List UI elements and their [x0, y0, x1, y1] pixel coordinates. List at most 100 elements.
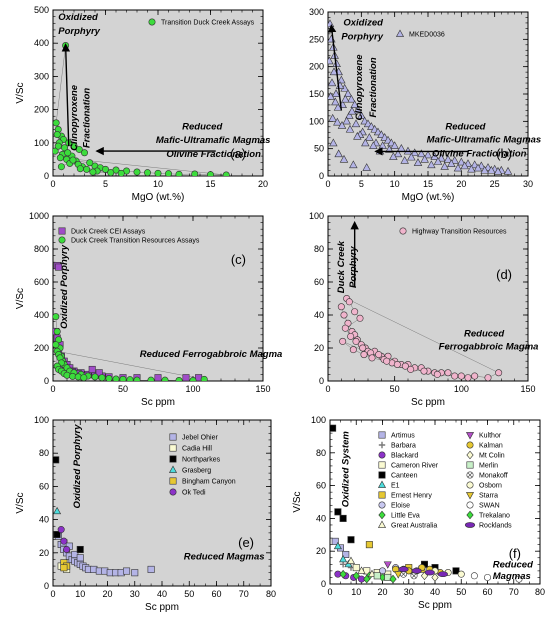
- mked0036-point: [328, 113, 337, 122]
- duck-creek-transition-resources-assays-point: [91, 373, 99, 381]
- plot-frame: [52, 419, 272, 587]
- x-tick-label: 30: [523, 179, 533, 189]
- y-axis-label: V/Sc: [292, 491, 303, 512]
- legend-label: E1: [391, 483, 400, 490]
- mked0036-point: [337, 75, 346, 84]
- mked0036-point: [328, 92, 335, 100]
- legend-label: Cameron River: [391, 463, 439, 470]
- canteen-point: [339, 514, 347, 522]
- y-tick-label: 200: [309, 62, 324, 72]
- mked0036-point: [467, 164, 476, 173]
- canteen-point: [347, 536, 355, 544]
- legend-marker: [466, 461, 474, 469]
- mked0036-point: [329, 67, 339, 76]
- transition-duck-creek-assays-point: [53, 147, 59, 155]
- jebel-ohier-point: [131, 569, 139, 577]
- panel-label: (c): [231, 252, 246, 267]
- mked0036-point: [334, 149, 343, 158]
- y-tick-label: 200: [34, 343, 49, 353]
- mked0036-point: [400, 155, 409, 164]
- highway-transition-resources-point: [401, 362, 409, 370]
- transition-duck-creek-assays-point: [81, 149, 89, 157]
- x-tick-label: 50: [390, 384, 400, 394]
- highway-transition-resources-point: [359, 344, 367, 352]
- annotation-text: Magmas: [493, 571, 531, 582]
- trace-line: [346, 298, 499, 373]
- legend-marker: [464, 522, 476, 528]
- legend-label: Mt Colin: [479, 453, 505, 460]
- grasberg-point: [53, 506, 62, 515]
- duck-creek-transition-resources-assays-point: [80, 374, 88, 381]
- x-tick-label: 30: [404, 587, 414, 597]
- x-tick-label: 15: [205, 179, 215, 189]
- duck-creek-transition-resources-assays-point: [98, 374, 106, 381]
- data-layer: [328, 19, 513, 175]
- transition-duck-creek-assays-point: [54, 142, 62, 150]
- annotation-text: Fractionation: [368, 57, 379, 117]
- mked0036-point: [342, 116, 351, 125]
- highway-transition-resources-point: [407, 365, 415, 373]
- annotation-text: Reduced: [445, 122, 485, 133]
- duck-creek-cei-assays-point: [55, 263, 63, 271]
- highway-transition-resources-point: [444, 369, 452, 377]
- highway-transition-resources-point: [433, 370, 441, 378]
- mt-colin-point: [431, 573, 439, 582]
- y-tick-label: 50: [314, 144, 324, 154]
- x-tick-label: 50: [184, 589, 194, 599]
- duck-creek-transition-resources-assays-point: [53, 327, 61, 335]
- x-axis-label: MgO (wt.%): [402, 192, 455, 203]
- plot-frame: [327, 11, 529, 177]
- trace-line: [57, 351, 205, 380]
- plot-frame: [329, 419, 541, 585]
- y-tick-label: 60: [39, 481, 49, 491]
- y-tick-label: 40: [316, 513, 326, 523]
- legend-marker: [399, 227, 407, 235]
- panel-f: 0 10 20 30 40 50 60 70 80 0 20 40 60 80 100 Sc ppm V/Sc O…: [292, 415, 545, 611]
- legend-label: MKED0036: [409, 32, 445, 39]
- monakoff-point: [410, 572, 418, 580]
- canteen-point: [452, 567, 460, 575]
- ok-tedi-point: [57, 526, 65, 534]
- legend-marker: [466, 450, 474, 460]
- panel-c: 0 50 100 150 0 200 400 600 800 1000 Sc ppm V/Sc Oxid…: [15, 211, 282, 408]
- x-tick-label: 0: [325, 179, 330, 189]
- y-tick-label: 300: [34, 71, 49, 81]
- mked0036-point: [460, 161, 469, 170]
- x-tick-label: 20: [258, 179, 268, 189]
- legend-marker: [378, 510, 386, 520]
- transition-duck-creek-assays-point: [61, 144, 69, 152]
- artimus-point: [331, 537, 339, 545]
- x-tick-label: 100: [185, 384, 200, 394]
- jebel-ohier-point: [76, 554, 84, 562]
- mked0036-point: [480, 165, 489, 174]
- x-tick-label: 20: [102, 589, 112, 599]
- y-tick-label: 500: [34, 5, 49, 15]
- ok-tedi-point: [63, 545, 71, 553]
- y-tick-label: 0: [44, 171, 49, 181]
- y-tick-label: 40: [314, 310, 324, 320]
- legend-label: Barbara: [391, 443, 416, 450]
- x-axis-label: Sc ppm: [418, 600, 452, 611]
- mked0036-point: [410, 148, 419, 157]
- transition-duck-creek-assays-point: [56, 154, 64, 162]
- panel-label: (e): [238, 535, 254, 550]
- transition-duck-creek-assays-point: [154, 169, 162, 176]
- transition-duck-creek-assays-point: [53, 119, 60, 127]
- legend: Artimus Barbara Blackard Cameron River Cante…: [377, 431, 512, 530]
- trekalano-point: [389, 574, 397, 584]
- x-tick-label: 80: [535, 587, 545, 597]
- x-tick-label: 15: [423, 179, 433, 189]
- mked0036-point: [353, 131, 362, 140]
- mked0036-point: [430, 152, 439, 160]
- transition-duck-creek-assays-point: [165, 170, 172, 176]
- y-tick-label: 600: [34, 277, 49, 287]
- y-tick-label: 20: [316, 546, 326, 556]
- legend: Highway Transition Resources: [399, 227, 507, 236]
- mked0036-point: [493, 166, 503, 175]
- annotation-text: Oxidized Porphyry: [72, 424, 83, 509]
- legend-label: Trekalano: [479, 513, 510, 520]
- legend-label: Merlin: [479, 463, 498, 470]
- merlin-point: [373, 572, 381, 580]
- legend-label: SWAN: [479, 503, 500, 510]
- annotation-text: Ferrogabbroic Magma: [439, 342, 539, 353]
